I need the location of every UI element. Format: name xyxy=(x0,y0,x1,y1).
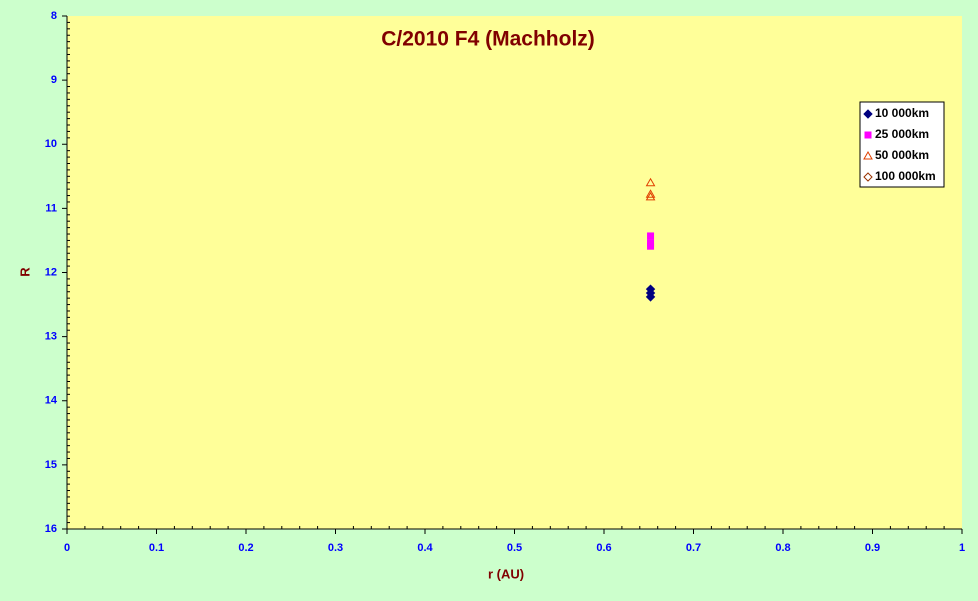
x-tick-label: 0.4 xyxy=(417,542,433,554)
legend-label: 10 000km xyxy=(875,106,929,120)
marker-triangle xyxy=(645,177,656,187)
y-tick-label: 15 xyxy=(45,459,57,471)
y-tick-label: 8 xyxy=(51,10,57,22)
y-tick-label: 12 xyxy=(45,266,57,278)
x-tick-label: 1 xyxy=(959,542,965,554)
legend-label: 50 000km xyxy=(875,148,929,162)
y-tick-label: 10 xyxy=(45,138,57,150)
x-tick-label: 0.2 xyxy=(238,542,253,554)
legend: 10 000km 25 000km 50 000km 100 000km xyxy=(859,101,945,188)
y-axis-label: R xyxy=(17,267,32,277)
y-tick-label: 14 xyxy=(45,395,58,407)
marker-diamond xyxy=(645,292,656,302)
marker-diamond xyxy=(863,172,873,182)
x-tick-label: 0.9 xyxy=(865,542,880,554)
marker-diamond xyxy=(863,109,873,119)
x-tick-label: 0.5 xyxy=(507,542,522,554)
marker-square xyxy=(864,131,872,139)
x-axis-label: r (AU) xyxy=(488,566,524,581)
x-tick-label: 0.1 xyxy=(149,542,164,554)
marker-triangle xyxy=(645,189,656,198)
x-tick-label: 0.8 xyxy=(775,542,790,554)
x-tick-label: 0.6 xyxy=(596,542,611,554)
marker-triangle xyxy=(863,150,873,160)
chart-title: C/2010 F4 (Machholz) xyxy=(381,28,595,51)
y-tick-label: 13 xyxy=(45,331,57,343)
marker-square xyxy=(647,232,655,240)
y-tick-label: 11 xyxy=(45,202,57,214)
marker-square xyxy=(647,242,655,250)
y-tick-label: 16 xyxy=(45,523,57,535)
x-tick-label: 0.7 xyxy=(686,542,701,554)
x-tick-label: 0 xyxy=(64,542,70,554)
y-tick-label: 9 xyxy=(51,74,57,86)
x-tick-label: 0.3 xyxy=(328,542,343,554)
plot-area xyxy=(67,16,962,529)
legend-box xyxy=(859,101,945,188)
marker-triangle xyxy=(645,191,656,201)
legend-label: 100 000km xyxy=(875,169,936,183)
legend-label: 25 000km xyxy=(875,127,929,141)
